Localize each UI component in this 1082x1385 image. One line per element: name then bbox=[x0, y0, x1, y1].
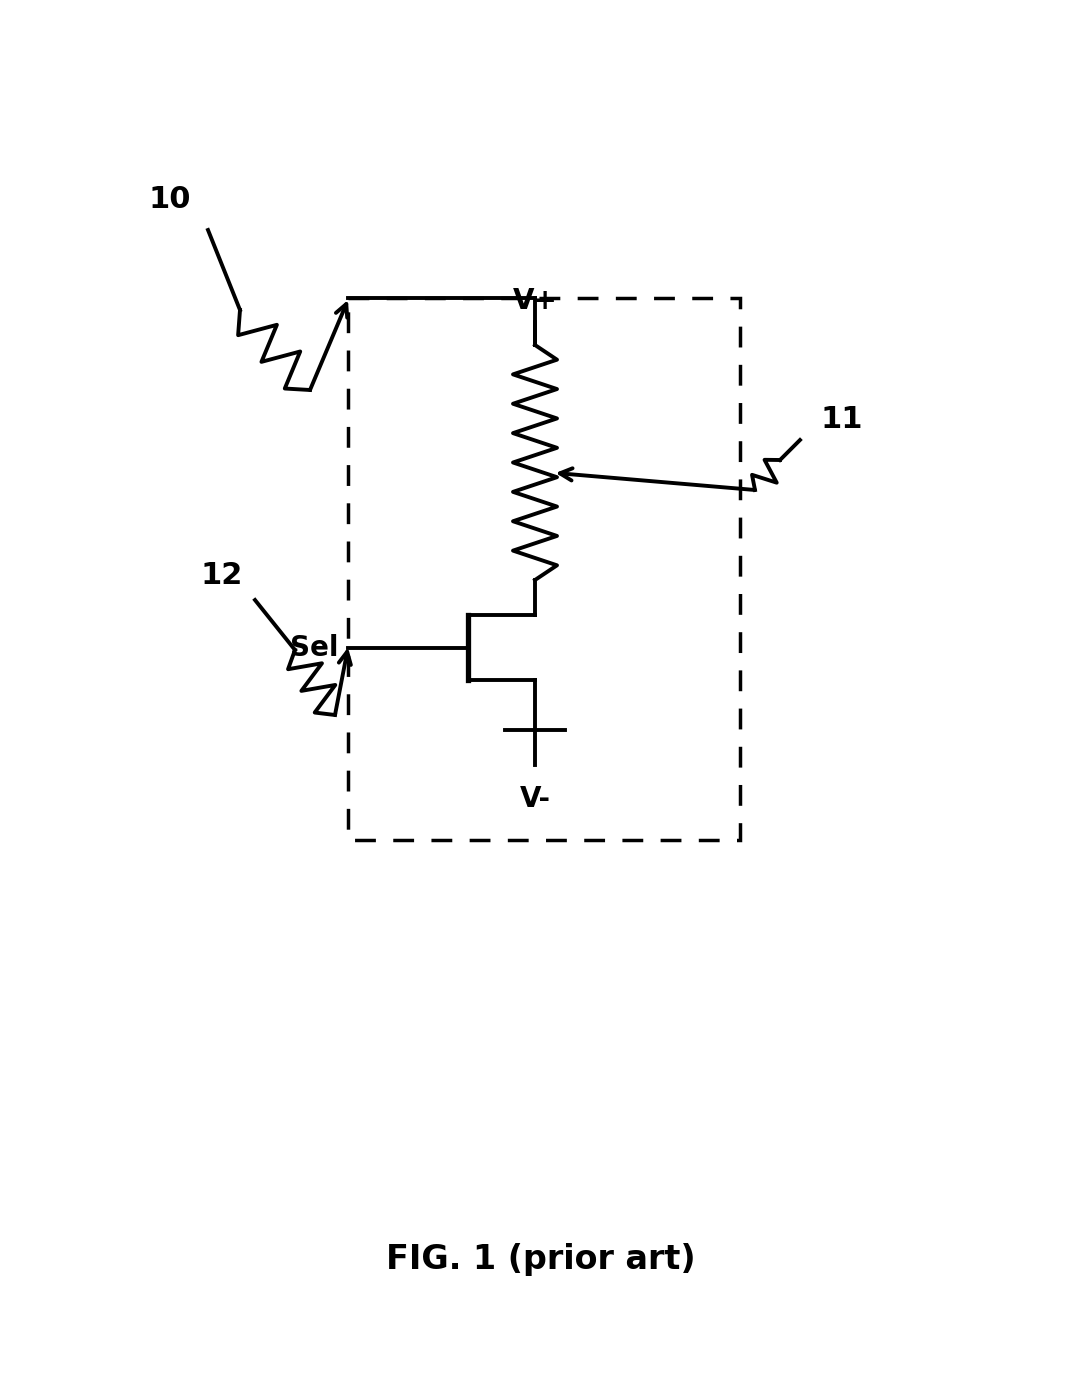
Text: 12: 12 bbox=[200, 561, 242, 590]
Text: 10: 10 bbox=[148, 186, 190, 215]
Text: 11: 11 bbox=[820, 406, 862, 435]
Text: Sel: Sel bbox=[290, 633, 338, 662]
Text: V+: V+ bbox=[513, 287, 557, 314]
Text: FIG. 1 (prior art): FIG. 1 (prior art) bbox=[386, 1244, 696, 1277]
Text: V-: V- bbox=[519, 785, 551, 813]
Bar bbox=[348, 298, 740, 839]
